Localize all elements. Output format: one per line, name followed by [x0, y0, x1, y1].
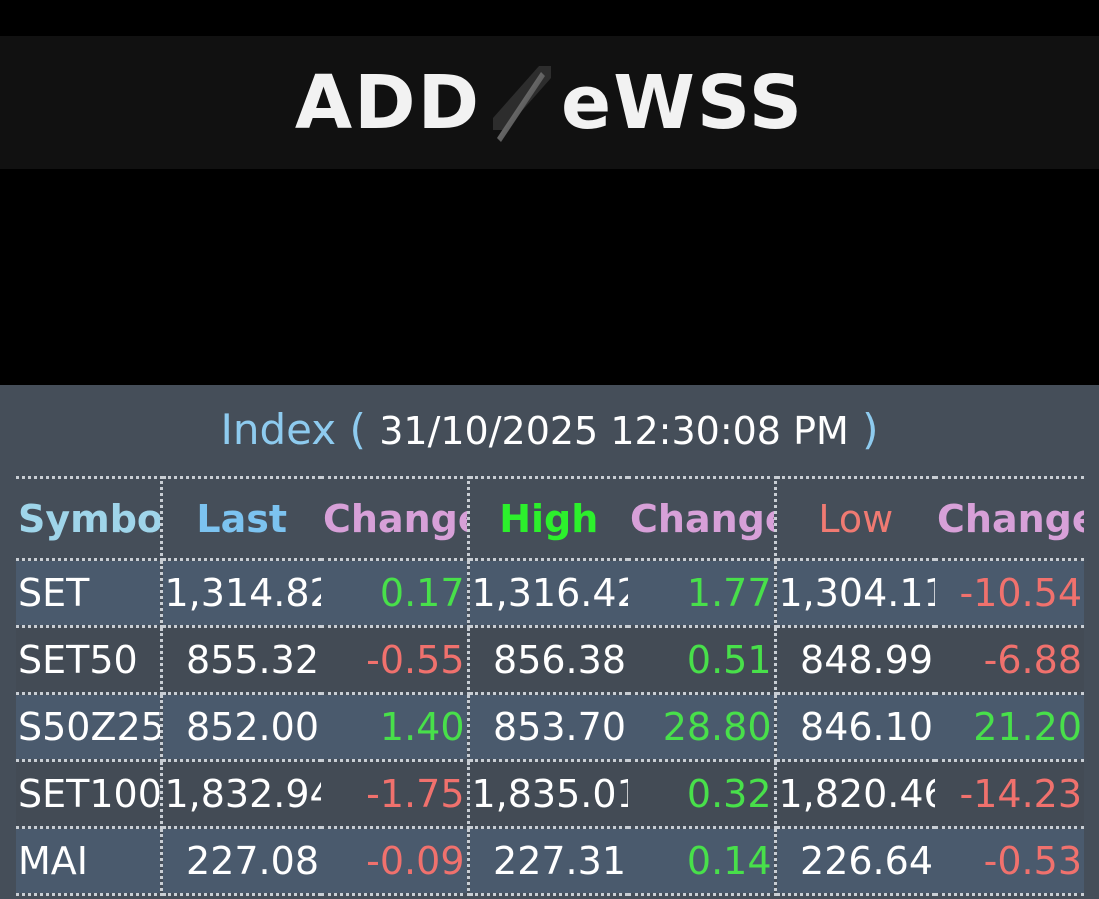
- low-cell: 226.64: [775, 827, 935, 896]
- last-cell: 1,314.82: [161, 559, 321, 628]
- symbol-cell[interactable]: MAI: [16, 827, 163, 896]
- site-header: ADD eWSS: [0, 36, 1099, 169]
- low-cell: 846.10: [775, 693, 935, 762]
- last-cell: 852.00: [161, 693, 321, 762]
- index-table: Symbol Last Change High Change Low Chang…: [16, 476, 1084, 896]
- table-row[interactable]: SET50 855.32 -0.55 856.38 0.51 848.99 -6…: [16, 626, 1084, 695]
- low-cell: 1,304.11: [775, 559, 935, 628]
- logo-n-mark-icon: [479, 58, 563, 148]
- high-change-cell: 0.51: [628, 626, 777, 695]
- high-change-cell: 0.14: [628, 827, 777, 896]
- last-change-cell: -0.09: [321, 827, 470, 896]
- high-cell: 1,316.42: [468, 559, 628, 628]
- last-change-cell: 0.17: [321, 559, 470, 628]
- low-change-cell: -6.88: [935, 626, 1084, 695]
- last-cell: 1,832.94: [161, 760, 321, 829]
- col-header-symbol[interactable]: Symbol: [16, 476, 163, 561]
- symbol-cell[interactable]: SET100: [16, 760, 163, 829]
- last-change-cell: 1.40: [321, 693, 470, 762]
- ad-banner-area: [0, 169, 1099, 385]
- col-header-high-change[interactable]: Change: [628, 476, 777, 561]
- table-row[interactable]: MAI 227.08 -0.09 227.31 0.14 226.64 -0.5…: [16, 827, 1084, 896]
- col-header-low[interactable]: Low: [775, 476, 935, 561]
- symbol-cell[interactable]: SET50: [16, 626, 163, 695]
- low-change-cell: 21.20: [935, 693, 1084, 762]
- addnewss-logo[interactable]: ADD eWSS: [295, 58, 804, 148]
- low-cell: 848.99: [775, 626, 935, 695]
- index-timestamp: 31/10/2025 12:30:08 PM: [379, 409, 849, 453]
- table-row[interactable]: SET 1,314.82 0.17 1,316.42 1.77 1,304.11…: [16, 559, 1084, 628]
- high-change-cell: 1.77: [628, 559, 777, 628]
- high-change-cell: 0.32: [628, 760, 777, 829]
- index-title-label: Index: [220, 405, 337, 454]
- table-row[interactable]: SET100 1,832.94 -1.75 1,835.01 0.32 1,82…: [16, 760, 1084, 829]
- col-header-last[interactable]: Last: [161, 476, 321, 561]
- col-header-high[interactable]: High: [468, 476, 628, 561]
- low-change-cell: -0.53: [935, 827, 1084, 896]
- col-header-low-change[interactable]: Change: [935, 476, 1084, 561]
- close-paren: ): [862, 405, 879, 454]
- high-cell: 856.38: [468, 626, 628, 695]
- low-change-cell: -10.54: [935, 559, 1084, 628]
- low-change-cell: -14.23: [935, 760, 1084, 829]
- symbol-cell[interactable]: SET: [16, 559, 163, 628]
- high-cell: 1,835.01: [468, 760, 628, 829]
- last-change-cell: -0.55: [321, 626, 470, 695]
- high-cell: 853.70: [468, 693, 628, 762]
- low-cell: 1,820.46: [775, 760, 935, 829]
- index-panel-title: Index ( 31/10/2025 12:30:08 PM ): [0, 400, 1099, 461]
- table-row[interactable]: S50Z25 852.00 1.40 853.70 28.80 846.10 2…: [16, 693, 1084, 762]
- last-cell: 227.08: [161, 827, 321, 896]
- table-header-row: Symbol Last Change High Change Low Chang…: [16, 476, 1084, 561]
- high-change-cell: 28.80: [628, 693, 777, 762]
- symbol-cell[interactable]: S50Z25: [16, 693, 163, 762]
- high-cell: 227.31: [468, 827, 628, 896]
- logo-text-right: eWSS: [561, 59, 805, 146]
- last-change-cell: -1.75: [321, 760, 470, 829]
- logo-text-left: ADD: [294, 59, 482, 146]
- open-paren: (: [349, 405, 366, 454]
- col-header-last-change[interactable]: Change: [321, 476, 470, 561]
- last-cell: 855.32: [161, 626, 321, 695]
- index-table-container: Symbol Last Change High Change Low Chang…: [16, 476, 1084, 896]
